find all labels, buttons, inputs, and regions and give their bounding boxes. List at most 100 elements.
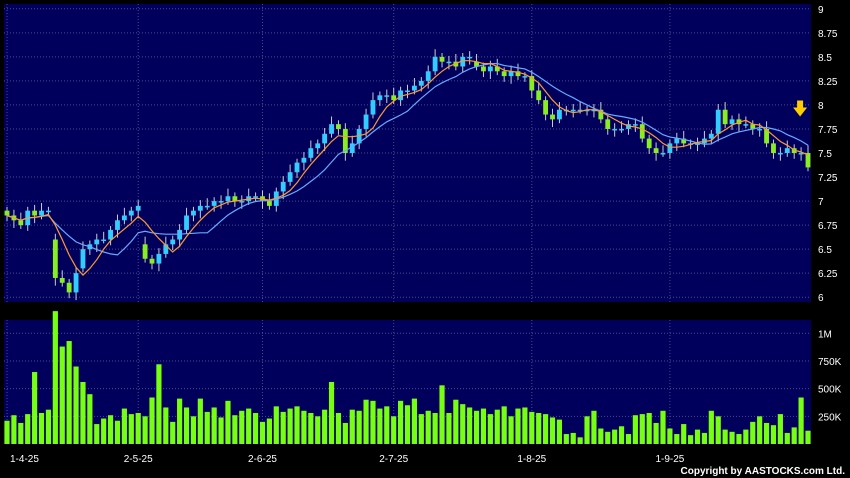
candle-body [163,244,169,254]
down-arrow-marker-icon [793,100,808,117]
candle-body [743,124,749,126]
candle-body [384,95,390,97]
price-tick-label: 7 [818,197,824,208]
volume-bar [784,432,790,444]
volume-bar [246,408,252,444]
price-tick-label: 6.5 [818,245,832,256]
volume-bar [322,409,328,444]
volume-bar [232,415,238,444]
volume-bar [736,434,742,444]
candle-body [142,244,148,259]
copyright-text: Copyright by AASTOCKS.com Ltd. [681,466,846,477]
candle-body [266,201,272,206]
volume-bar [142,416,148,444]
volume-tick-label: 750K [818,357,842,368]
volume-bar [349,409,355,444]
volume-bar [315,416,321,444]
price-tick-label: 8.5 [818,53,832,64]
candle-body [315,143,321,149]
candle-body [474,61,479,67]
price-tick-label: 8.75 [818,29,838,40]
candle-body [722,109,728,125]
volume-bar [425,410,431,444]
date-tick-label: 1-4-25 [10,454,39,465]
volume-bar [190,416,197,444]
price-grid [4,4,811,302]
candle-body [184,215,189,230]
volume-bar [370,400,376,444]
candle-body [287,172,293,182]
candle-body [218,201,224,203]
candle-body [4,210,10,216]
volume-bar [377,408,383,444]
candle-body [660,153,666,155]
volume-bar [791,427,797,444]
candle-body [80,249,86,269]
candle-body [411,85,417,91]
volume-bar [391,416,397,444]
price-tick-label: 7.75 [818,125,838,136]
volume-bar [632,415,638,444]
volume-bar [646,413,652,444]
candle-body [425,71,431,81]
volume-bar [197,398,203,444]
candle-body [239,201,245,203]
volume-bar [411,398,417,444]
volume-bar [301,410,307,444]
volume-bar [605,431,611,444]
volume-bar [398,400,404,444]
volume-bar [177,398,183,444]
candle-body [805,153,811,168]
volume-bar [757,416,763,444]
date-tick-label: 2-7-25 [379,454,408,465]
candle-body [115,220,120,230]
candle-body [639,124,645,139]
volume-tick-label: 1M [818,329,832,340]
volume-bar [211,407,217,444]
candle-body [232,196,238,202]
volume-bar [708,410,714,444]
volume-bar [308,413,314,444]
volume-bar [653,422,659,444]
volume-bar [681,424,687,444]
volume-bar [563,434,569,444]
volume-bar [522,407,528,444]
candlestick-series [4,49,811,301]
volume-bar [453,399,459,444]
volume-bar [688,435,694,444]
volume-bar [639,414,645,444]
candle-body [481,66,486,72]
volume-bar [667,428,673,444]
candle-body [556,109,562,120]
volume-bar [618,426,625,444]
candle-body [764,128,769,144]
candle-body [149,258,155,264]
candle-body [777,153,783,155]
volume-bar [715,416,721,444]
volume-bar [239,410,245,444]
volume-bar [156,364,162,444]
candle-body [446,61,452,64]
volume-bar [363,399,369,444]
candle-body [577,109,583,112]
candle-body [101,239,107,242]
volume-series [4,311,811,444]
candle-body [363,114,369,129]
candle-body [156,253,162,264]
candle-body [322,133,328,144]
date-tick-label: 2-6-25 [248,454,277,465]
volume-bar [432,413,438,444]
candle-body [336,124,341,129]
volume-bar [798,397,804,444]
candle-body [784,148,790,153]
volume-bar [170,421,176,444]
candle-body [377,95,383,101]
candle-body [550,114,555,120]
candle-body [750,124,756,129]
candle-body [667,143,673,153]
candle-body [349,143,355,153]
candle-body [771,143,776,153]
sma-long-line [6,62,809,256]
volume-bar [66,341,72,444]
candle-body [605,119,611,129]
